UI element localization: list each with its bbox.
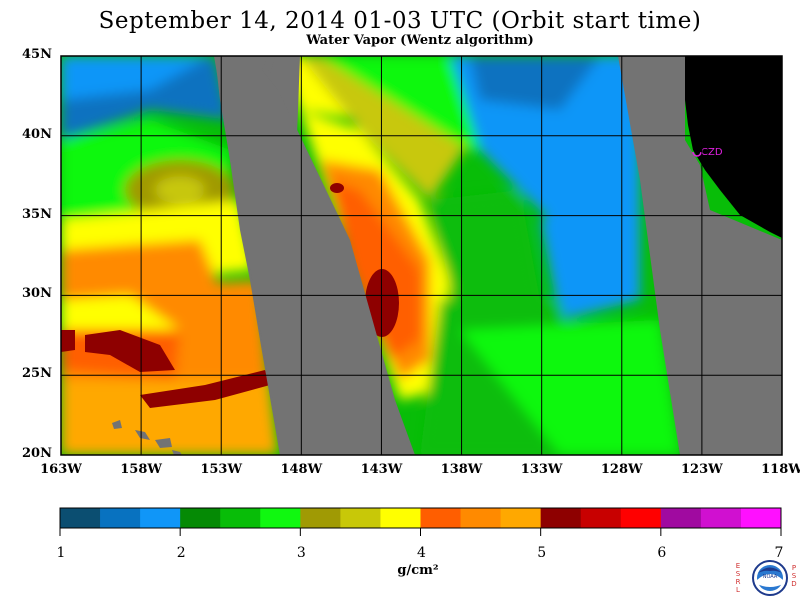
latitude-label: 25N bbox=[22, 366, 52, 382]
colorbar-swatch bbox=[420, 508, 462, 528]
colorbar-swatch bbox=[60, 508, 101, 528]
island bbox=[155, 438, 172, 448]
longitude-label: 153W bbox=[200, 462, 243, 477]
longitude-label: 118W bbox=[761, 462, 800, 477]
colorbar-swatch bbox=[100, 508, 141, 528]
longitude-label: 123W bbox=[681, 462, 723, 477]
island bbox=[112, 420, 122, 429]
latitude-label: 30N bbox=[22, 286, 52, 302]
colorbar-swatch bbox=[700, 508, 742, 528]
colorbar-tick-label: 3 bbox=[296, 545, 306, 561]
latitude-label: 20N bbox=[22, 446, 52, 461]
colorbar-swatch bbox=[660, 508, 702, 528]
longitude-label: 143W bbox=[360, 462, 403, 477]
longitude-label: 128W bbox=[600, 462, 643, 477]
colorbar-swatch bbox=[620, 508, 662, 528]
map-subtitle: Water Vapor (Wentz algorithm) bbox=[306, 33, 534, 48]
no-data-gap-east bbox=[618, 56, 782, 455]
colorbar-tick-label: 7 bbox=[774, 545, 784, 561]
longitude-label: 148W bbox=[280, 462, 323, 477]
colorbar-swatch bbox=[540, 508, 582, 528]
colorbar-swatch bbox=[260, 508, 301, 528]
colorbar-swatch bbox=[180, 508, 221, 528]
colorbar-swatch bbox=[460, 508, 502, 528]
colorbar-swatch bbox=[340, 508, 381, 528]
station-marker bbox=[692, 151, 702, 157]
colorbar bbox=[59, 508, 782, 536]
colorbar-tick-label: 6 bbox=[657, 545, 667, 561]
moisture-band bbox=[85, 330, 175, 372]
colorbar-tick-label: 5 bbox=[537, 545, 547, 561]
island bbox=[172, 450, 182, 455]
map-title: September 14, 2014 01-03 UTC (Orbit star… bbox=[98, 8, 702, 34]
colorbar-swatch bbox=[140, 508, 181, 528]
longitude-label: 133W bbox=[520, 462, 563, 477]
longitude-label: 138W bbox=[440, 462, 483, 477]
logo-center-label: NOAA bbox=[763, 574, 778, 580]
colorbar-tick-label: 2 bbox=[176, 545, 186, 561]
colorbar-swatch bbox=[300, 508, 341, 528]
moisture-band bbox=[140, 370, 270, 408]
station-label: CZD bbox=[701, 147, 723, 158]
no-data-gap-west bbox=[214, 56, 415, 455]
colorbar-tick-label: 1 bbox=[56, 545, 66, 561]
colorbar-border bbox=[59, 507, 782, 529]
colorbar-swatch bbox=[580, 508, 622, 528]
colorbar-swatch bbox=[380, 508, 421, 528]
colorbar-swatch bbox=[500, 508, 542, 528]
latitude-label: 45N bbox=[22, 47, 52, 62]
colorbar-units: g/cm² bbox=[397, 563, 439, 578]
latitude-label: 35N bbox=[22, 206, 52, 222]
lat-lon-grid bbox=[61, 56, 782, 455]
colorbar-swatch bbox=[220, 508, 261, 528]
latitude-label: 40N bbox=[22, 126, 52, 142]
longitude-label: 163W bbox=[40, 462, 82, 477]
moisture-spot bbox=[330, 183, 344, 193]
map-panel: CZD bbox=[61, 56, 782, 455]
moisture-core bbox=[365, 269, 399, 337]
colorbar-swatch bbox=[740, 508, 782, 528]
longitude-label: 158W bbox=[120, 462, 162, 477]
moisture-band bbox=[61, 330, 75, 352]
map-border bbox=[60, 55, 783, 456]
island bbox=[135, 430, 150, 440]
colorbar-tick-label: 4 bbox=[417, 545, 426, 561]
california-coast bbox=[685, 56, 782, 238]
